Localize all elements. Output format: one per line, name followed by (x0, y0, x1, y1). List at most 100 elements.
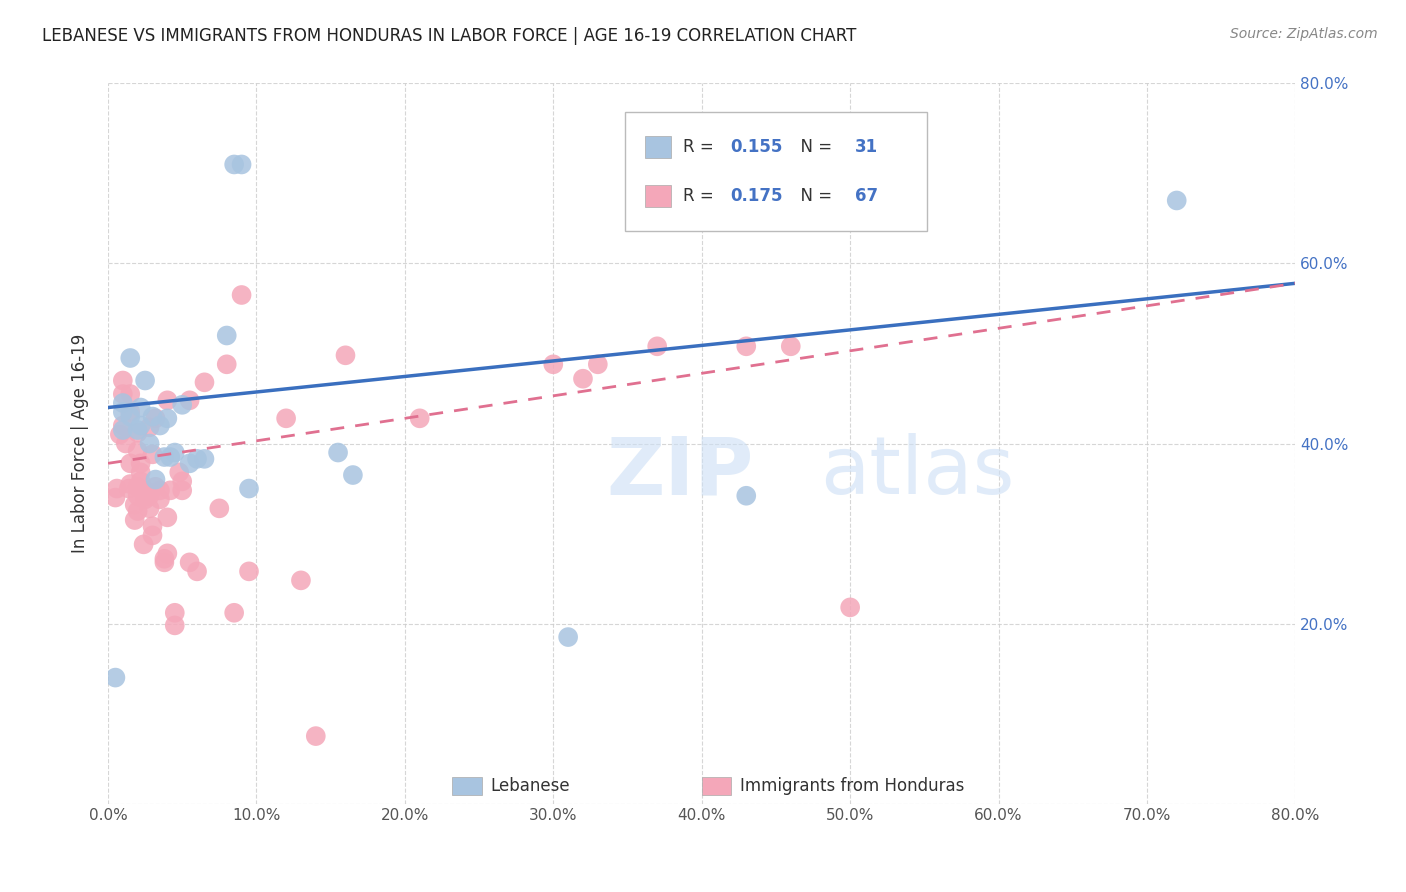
Point (129, 418, 152, 433)
Point (111, 405, 134, 419)
Point (186, 565, 208, 579)
Point (127, 480, 149, 494)
Point (129, 401, 152, 415)
Point (153, 450, 176, 464)
Point (127, 489, 149, 503)
Point (179, 393, 201, 408)
Point (104, 671, 127, 685)
Point (572, 372, 595, 386)
Point (111, 396, 134, 410)
Point (138, 436, 160, 450)
Point (124, 498, 146, 512)
Point (149, 483, 172, 498)
Point (145, 473, 167, 487)
Point (145, 411, 167, 425)
Point (141, 409, 163, 424)
Point (779, 339, 801, 353)
Point (149, 492, 172, 507)
Point (141, 519, 163, 533)
Text: Source: ZipAtlas.com: Source: ZipAtlas.com (1230, 27, 1378, 41)
Text: N =: N = (790, 187, 837, 205)
Text: 0.155: 0.155 (730, 138, 783, 156)
Text: 67: 67 (855, 187, 877, 205)
Point (138, 501, 160, 516)
Point (305, 729, 328, 743)
Point (138, 489, 160, 503)
Point (127, 423, 149, 437)
Text: Lebanese: Lebanese (491, 777, 569, 795)
Point (120, 477, 142, 491)
Point (156, 411, 179, 425)
Point (557, 630, 579, 644)
Point (145, 480, 167, 494)
Point (179, 456, 201, 470)
Point (105, 482, 128, 496)
Point (735, 339, 758, 353)
Point (290, 574, 312, 588)
Point (163, 445, 186, 459)
Point (138, 420, 160, 434)
Point (179, 555, 201, 569)
Point (839, 600, 862, 615)
Point (231, 157, 253, 171)
Bar (453, 777, 482, 795)
Point (335, 348, 357, 362)
Point (186, 451, 208, 466)
Point (104, 491, 127, 505)
Point (159, 450, 181, 464)
Point (215, 357, 238, 371)
Text: Immigrants from Honduras: Immigrants from Honduras (740, 777, 965, 795)
Point (167, 466, 190, 480)
Point (172, 398, 194, 412)
Point (114, 436, 136, 450)
Point (224, 157, 246, 171)
Point (149, 418, 172, 433)
Bar (702, 777, 731, 795)
Text: 0.175: 0.175 (730, 187, 783, 205)
Text: R =: R = (683, 187, 718, 205)
Point (159, 483, 181, 498)
Point (156, 546, 179, 560)
Point (153, 551, 176, 566)
Point (111, 423, 134, 437)
Point (215, 328, 238, 343)
Point (163, 618, 186, 632)
Point (120, 387, 142, 401)
Point (141, 528, 163, 542)
Point (120, 456, 142, 470)
Point (274, 411, 297, 425)
Point (172, 483, 194, 498)
Point (120, 351, 142, 365)
Point (118, 482, 141, 496)
Point (156, 393, 179, 408)
Point (134, 374, 156, 388)
Point (208, 501, 231, 516)
Text: 31: 31 (855, 138, 877, 156)
Point (127, 504, 149, 518)
Point (120, 405, 142, 419)
Text: N =: N = (790, 138, 837, 156)
Point (193, 451, 215, 466)
Point (111, 387, 134, 401)
Point (132, 537, 155, 551)
Point (111, 374, 134, 388)
Text: atlas: atlas (821, 434, 1015, 511)
Point (134, 492, 156, 507)
Y-axis label: In Labor Force | Age 16-19: In Labor Force | Age 16-19 (72, 334, 89, 553)
Point (238, 565, 260, 579)
Point (153, 555, 176, 569)
Text: LEBANESE VS IMMIGRANTS FROM HONDURAS IN LABOR FORCE | AGE 16-19 CORRELATION CHAR: LEBANESE VS IMMIGRANTS FROM HONDURAS IN … (42, 27, 856, 45)
Point (342, 468, 364, 483)
Point (193, 376, 215, 390)
Point (120, 409, 142, 424)
Point (1166, 194, 1188, 208)
Point (238, 482, 260, 496)
Point (129, 466, 152, 480)
Point (326, 445, 349, 459)
Point (224, 606, 246, 620)
FancyBboxPatch shape (624, 112, 928, 231)
Bar (645, 136, 671, 158)
Point (409, 411, 432, 425)
Point (127, 443, 149, 458)
Point (127, 425, 149, 440)
